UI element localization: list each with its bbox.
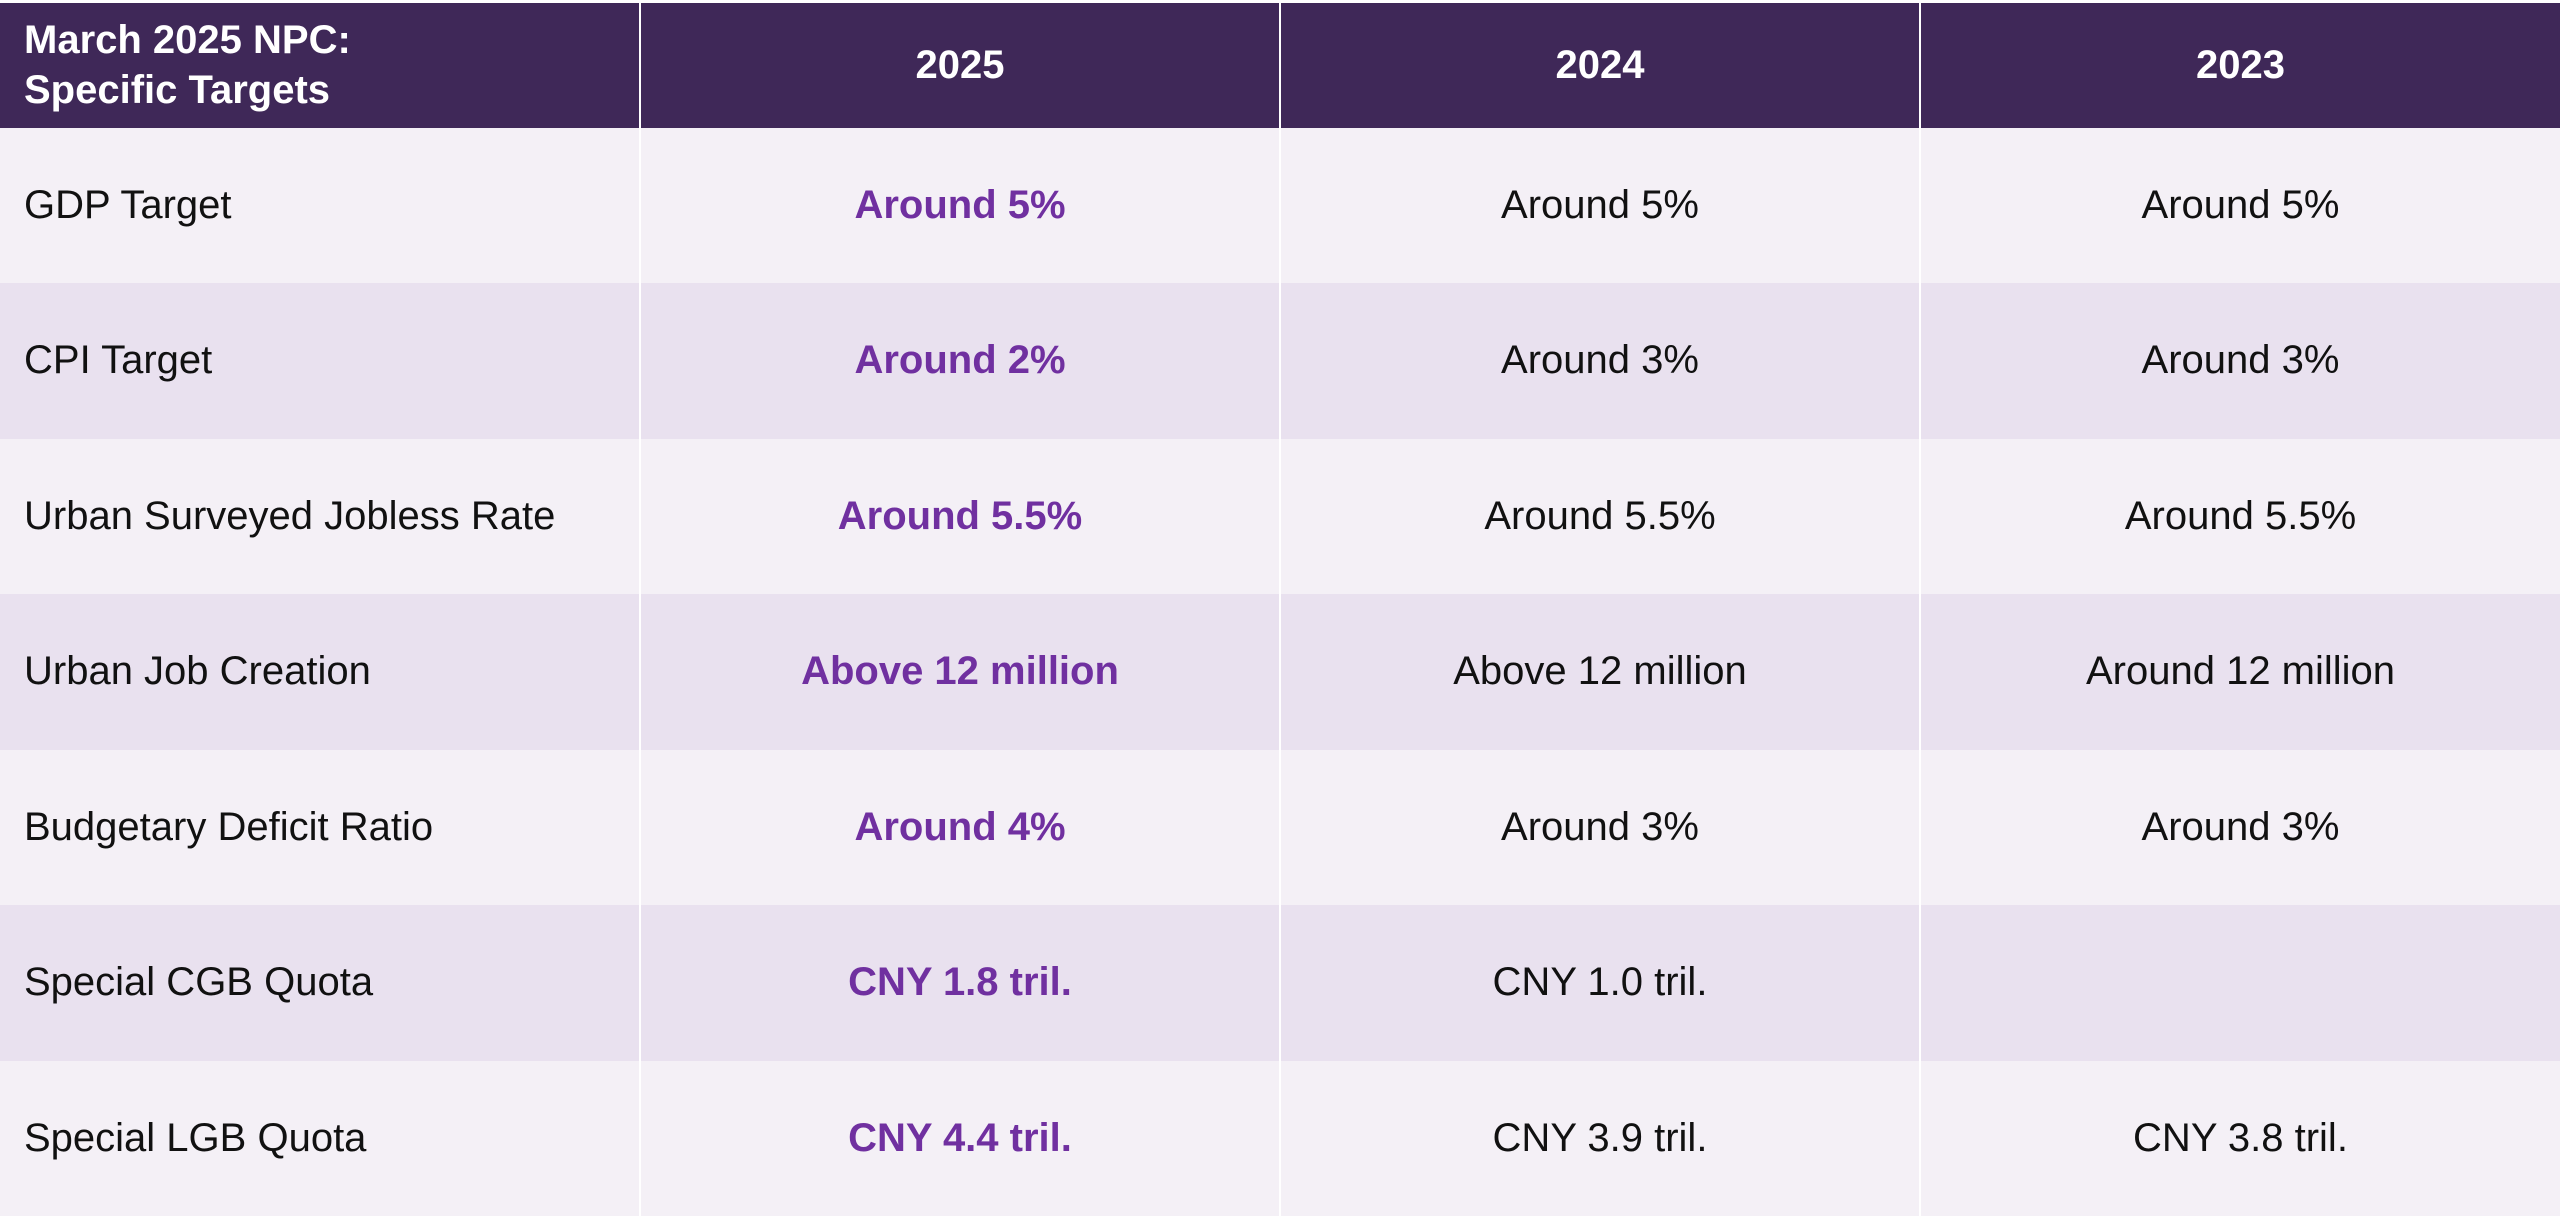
table-row-deficit-ratio: Budgetary Deficit Ratio Around 4% Around…: [0, 749, 2560, 905]
cell-2024: Above 12 million: [1279, 594, 1921, 750]
cell-2024: Around 5%: [1279, 127, 1921, 283]
table-row-job-creation: Urban Job Creation Above 12 million Abov…: [0, 594, 2560, 750]
cell-2023: Around 3%: [1919, 283, 2560, 439]
table-row-special-lgb-quota: Special LGB Quota CNY 4.4 tril. CNY 3.9 …: [0, 1060, 2560, 1216]
cell-2023: Around 5%: [1919, 127, 2560, 283]
table-row-cpi-target: CPI Target Around 2% Around 3% Around 3%: [0, 283, 2560, 439]
table-title-header: March 2025 NPC: Specific Targets: [0, 0, 641, 128]
row-label: Urban Surveyed Jobless Rate: [0, 438, 641, 594]
table-row-gdp-target: GDP Target Around 5% Around 5% Around 5%: [0, 127, 2560, 283]
cell-2025: Around 4%: [639, 749, 1281, 905]
cell-2025: Around 2%: [639, 283, 1281, 439]
cell-2025: CNY 1.8 tril.: [639, 905, 1281, 1061]
cell-2024: Around 3%: [1279, 749, 1921, 905]
table-title-line-2: Specific Targets: [24, 68, 331, 113]
cell-2024: CNY 3.9 tril.: [1279, 1060, 1921, 1216]
table-header-row: March 2025 NPC: Specific Targets 2025 20…: [0, 0, 2560, 128]
row-label: CPI Target: [0, 283, 641, 439]
column-header-2024: 2024: [1279, 0, 1921, 128]
table-title-line-1: March 2025 NPC:: [24, 18, 351, 63]
row-label: Special LGB Quota: [0, 1060, 641, 1216]
table-row-special-cgb-quota: Special CGB Quota CNY 1.8 tril. CNY 1.0 …: [0, 905, 2560, 1061]
cell-2024: Around 5.5%: [1279, 438, 1921, 594]
cell-2023: Around 12 million: [1919, 594, 2560, 750]
row-label: Special CGB Quota: [0, 905, 641, 1061]
row-label: Budgetary Deficit Ratio: [0, 749, 641, 905]
table-row-jobless-rate: Urban Surveyed Jobless Rate Around 5.5% …: [0, 438, 2560, 594]
cell-2024: Around 3%: [1279, 283, 1921, 439]
cell-2024: CNY 1.0 tril.: [1279, 905, 1921, 1061]
column-header-2025: 2025: [639, 0, 1281, 128]
row-label: Urban Job Creation: [0, 594, 641, 750]
cell-2025: Around 5.5%: [639, 438, 1281, 594]
cell-2023: Around 5.5%: [1919, 438, 2560, 594]
cell-2023: [1919, 905, 2560, 1061]
row-label: GDP Target: [0, 127, 641, 283]
cell-2023: CNY 3.8 tril.: [1919, 1060, 2560, 1216]
column-header-2023: 2023: [1919, 0, 2560, 128]
cell-2025: Above 12 million: [639, 594, 1281, 750]
cell-2023: Around 3%: [1919, 749, 2560, 905]
cell-2025: Around 5%: [639, 127, 1281, 283]
cell-2025: CNY 4.4 tril.: [639, 1060, 1281, 1216]
